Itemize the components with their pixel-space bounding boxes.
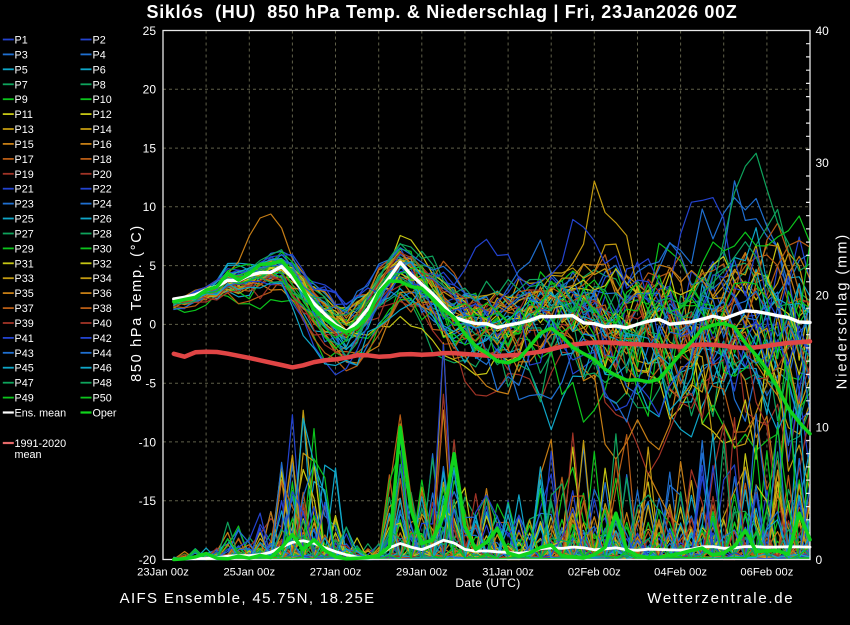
svg-text:P48: P48	[93, 378, 112, 390]
svg-text:06Feb 00z: 06Feb 00z	[740, 567, 793, 579]
svg-text:30: 30	[816, 156, 830, 170]
svg-text:P5: P5	[15, 64, 28, 76]
svg-text:P38: P38	[93, 303, 112, 315]
svg-text:P39: P39	[15, 318, 34, 330]
svg-text:P18: P18	[93, 154, 112, 166]
svg-text:P4: P4	[93, 49, 106, 61]
svg-text:P8: P8	[93, 79, 106, 91]
svg-text:P34: P34	[93, 273, 112, 285]
svg-text:P30: P30	[93, 243, 112, 255]
svg-text:P42: P42	[93, 333, 112, 345]
svg-text:P36: P36	[93, 288, 112, 300]
svg-text:0: 0	[149, 318, 156, 332]
svg-text:P16: P16	[93, 139, 112, 151]
svg-text:20: 20	[816, 288, 830, 302]
svg-text:P37: P37	[15, 303, 34, 315]
svg-text:P33: P33	[15, 273, 34, 285]
svg-text:P24: P24	[93, 199, 112, 211]
svg-text:04Feb 00z: 04Feb 00z	[654, 567, 707, 579]
svg-text:27Jan 00z: 27Jan 00z	[310, 567, 362, 579]
svg-text:P29: P29	[15, 243, 34, 255]
svg-text:29Jan 00z: 29Jan 00z	[396, 567, 448, 579]
svg-text:P14: P14	[93, 124, 112, 136]
svg-text:Siklós (HU) 850 hPa Temp. &: Siklós (HU) 850 hPa Temp. & Niederschlag…	[146, 2, 737, 22]
svg-text:P40: P40	[93, 318, 112, 330]
svg-text:850 hPa Temp. (°C): 850 hPa Temp. (°C)	[129, 224, 145, 382]
svg-text:P45: P45	[15, 363, 34, 375]
svg-text:25Jan 00z: 25Jan 00z	[223, 567, 275, 579]
svg-text:-5: -5	[145, 376, 156, 390]
svg-text:Ens. mean: Ens. mean	[15, 408, 67, 420]
svg-text:Oper: Oper	[93, 408, 117, 420]
svg-text:P47: P47	[15, 378, 34, 390]
svg-text:P27: P27	[15, 228, 34, 240]
svg-text:-20: -20	[139, 553, 157, 567]
svg-text:P25: P25	[15, 214, 34, 226]
svg-text:P20: P20	[93, 169, 112, 181]
svg-text:P7: P7	[15, 79, 28, 91]
svg-text:Niederschlag (mm): Niederschlag (mm)	[835, 233, 850, 389]
svg-text:P19: P19	[15, 169, 34, 181]
svg-text:P6: P6	[93, 64, 106, 76]
svg-text:5: 5	[149, 259, 156, 273]
svg-text:P23: P23	[15, 199, 34, 211]
svg-text:02Feb 00z: 02Feb 00z	[568, 567, 621, 579]
svg-text:P15: P15	[15, 139, 34, 151]
svg-text:P32: P32	[93, 258, 112, 270]
svg-text:23Jan 00z: 23Jan 00z	[137, 567, 189, 579]
svg-text:P12: P12	[93, 109, 112, 121]
svg-text:P46: P46	[93, 363, 112, 375]
svg-text:P44: P44	[93, 348, 112, 360]
svg-text:P21: P21	[15, 184, 34, 196]
svg-text:Date (UTC): Date (UTC)	[455, 576, 520, 590]
svg-text:10: 10	[143, 200, 157, 214]
svg-text:P10: P10	[93, 94, 112, 106]
svg-text:P17: P17	[15, 154, 34, 166]
svg-text:P9: P9	[15, 94, 28, 106]
svg-text:40: 40	[816, 24, 830, 38]
svg-text:P2: P2	[93, 35, 106, 47]
svg-text:P28: P28	[93, 228, 112, 240]
svg-text:P43: P43	[15, 348, 34, 360]
svg-text:P50: P50	[93, 393, 112, 405]
svg-text:P26: P26	[93, 214, 112, 226]
svg-text:P11: P11	[15, 109, 33, 121]
svg-text:20: 20	[143, 83, 157, 97]
svg-text:P1: P1	[15, 35, 28, 47]
svg-text:-10: -10	[139, 435, 157, 449]
svg-text:Wetterzentrale.de: Wetterzentrale.de	[647, 590, 794, 607]
svg-text:P13: P13	[15, 124, 34, 136]
svg-text:P31: P31	[15, 258, 34, 270]
svg-text:P41: P41	[15, 333, 34, 345]
svg-text:25: 25	[143, 24, 157, 38]
svg-text:0: 0	[816, 553, 823, 567]
svg-text:15: 15	[143, 141, 157, 155]
svg-text:P22: P22	[93, 184, 112, 196]
svg-text:AIFS Ensemble, 45.75N, 18.25E: AIFS Ensemble, 45.75N, 18.25E	[120, 590, 376, 607]
svg-text:P3: P3	[15, 49, 28, 61]
svg-text:P35: P35	[15, 288, 34, 300]
svg-text:mean: mean	[15, 449, 42, 461]
svg-text:-15: -15	[139, 494, 157, 508]
svg-text:10: 10	[816, 421, 830, 435]
svg-text:P49: P49	[15, 393, 34, 405]
